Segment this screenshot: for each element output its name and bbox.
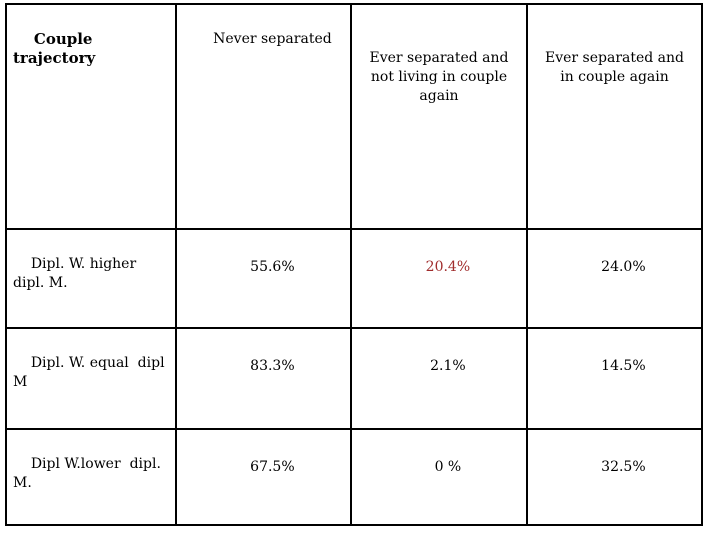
- cell-higher-never-separated: 55.6%: [177, 230, 352, 329]
- cell-higher-separated-in-couple-again: 24.0%: [528, 230, 703, 329]
- header-label: Ever separated and not living in couple …: [369, 50, 513, 104]
- row-label-text: Dipl. W. higher dipl. M.: [13, 256, 141, 291]
- cell-higher-separated-not-in-couple: 20.4%: [352, 230, 528, 329]
- couple-trajectory-table: Couple trajectory Never separated Ever s…: [5, 3, 703, 526]
- header-cell-ever-separated-in-couple-again: Ever separated and in couple again: [528, 5, 703, 230]
- row-label-dipl-w-equal: Dipl. W. equal dipl M: [7, 329, 177, 430]
- header-label: Ever separated and in couple again: [544, 50, 693, 85]
- row-label-text: Dipl. W. equal dipl M: [13, 355, 170, 390]
- cell-equal-separated-in-couple-again: 14.5%: [528, 329, 703, 430]
- cell-value: 67.5%: [250, 459, 295, 475]
- cell-value: 55.6%: [250, 259, 295, 275]
- cell-lower-never-separated: 67.5%: [177, 430, 352, 526]
- cell-lower-separated-in-couple-again: 32.5%: [528, 430, 703, 526]
- cell-value: 32.5%: [601, 459, 646, 475]
- cell-value-highlighted: 20.4%: [425, 259, 471, 275]
- header-cell-couple-trajectory: Couple trajectory: [7, 5, 177, 230]
- cell-value: 24.0%: [601, 259, 646, 275]
- row-label-text: Dipl W.lower dipl. M.: [13, 456, 166, 491]
- header-cell-never-separated: Never separated: [177, 5, 352, 230]
- cell-lower-separated-not-in-couple: 0 %: [352, 430, 528, 526]
- header-label: Couple trajectory: [13, 30, 98, 67]
- cell-value: 2.1%: [430, 358, 466, 374]
- cell-value: 83.3%: [250, 358, 295, 374]
- header-cell-ever-separated-not-living-in-couple: Ever separated and not living in couple …: [352, 5, 528, 230]
- header-label: Never separated: [213, 31, 332, 47]
- row-label-dipl-w-lower: Dipl W.lower dipl. M.: [7, 430, 177, 526]
- cell-value: 14.5%: [601, 358, 646, 374]
- cell-equal-never-separated: 83.3%: [177, 329, 352, 430]
- cell-value: 0 %: [434, 459, 462, 475]
- row-label-dipl-w-higher: Dipl. W. higher dipl. M.: [7, 230, 177, 329]
- cell-equal-separated-not-in-couple: 2.1%: [352, 329, 528, 430]
